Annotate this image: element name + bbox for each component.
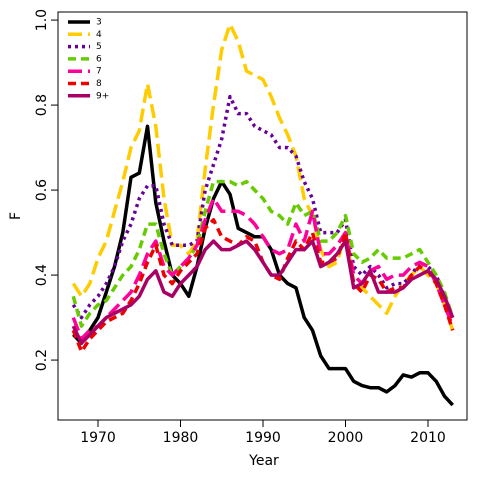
y-tick-label: 0.2	[34, 349, 50, 371]
y-tick-label: 0.6	[34, 179, 50, 201]
y-tick-label: 0.8	[34, 94, 50, 116]
series-line	[71, 94, 455, 320]
y-axis-label: F	[8, 212, 24, 220]
legend-label: 7	[96, 67, 102, 77]
legend-label: 8	[96, 79, 102, 89]
y-tick-label: 0.4	[34, 264, 50, 286]
legend: 3 4 5 6 7 8 9+	[68, 18, 109, 101]
x-tick-label: 2010	[410, 430, 446, 446]
x-axis-label: Year	[248, 453, 279, 469]
legend-label: 6	[96, 54, 102, 64]
series-line	[71, 239, 455, 345]
legend-label: 3	[96, 18, 102, 28]
legend-label: 4	[96, 30, 102, 40]
x-tick-label: 2000	[328, 430, 364, 446]
x-tick-label: 1970	[80, 430, 116, 446]
series-line	[71, 179, 455, 328]
plot-frame	[57, 11, 468, 421]
x-tick-label: 1980	[163, 430, 199, 446]
series-line	[71, 196, 455, 341]
legend-label: 5	[96, 42, 102, 52]
y-tick-label: 1.0	[34, 9, 50, 31]
x-tick-label: 1990	[245, 430, 281, 446]
legend-label: 9+	[96, 91, 109, 101]
series-line	[71, 22, 455, 331]
